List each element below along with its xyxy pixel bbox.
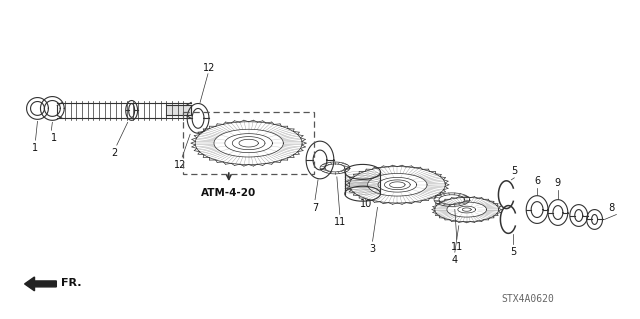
Text: 11: 11 [451, 242, 463, 252]
Text: 6: 6 [534, 176, 540, 186]
Text: 5: 5 [511, 166, 517, 176]
Text: 12: 12 [203, 63, 215, 73]
Text: 7: 7 [312, 203, 318, 213]
Text: ATM-4-20: ATM-4-20 [201, 188, 257, 198]
Text: 8: 8 [607, 203, 616, 212]
Text: STX4A0620: STX4A0620 [502, 294, 555, 304]
Text: 1: 1 [51, 133, 58, 143]
Text: 10: 10 [360, 199, 372, 209]
Text: FR.: FR. [61, 278, 82, 288]
Text: 5: 5 [510, 247, 516, 257]
Text: 4: 4 [452, 255, 458, 265]
Text: 1: 1 [33, 143, 38, 153]
Text: 11: 11 [333, 218, 346, 227]
Text: 3: 3 [369, 244, 376, 254]
Polygon shape [24, 277, 56, 291]
Polygon shape [166, 106, 191, 115]
Text: 2: 2 [111, 148, 118, 158]
Text: 9: 9 [555, 178, 561, 188]
Text: 12: 12 [174, 160, 186, 170]
